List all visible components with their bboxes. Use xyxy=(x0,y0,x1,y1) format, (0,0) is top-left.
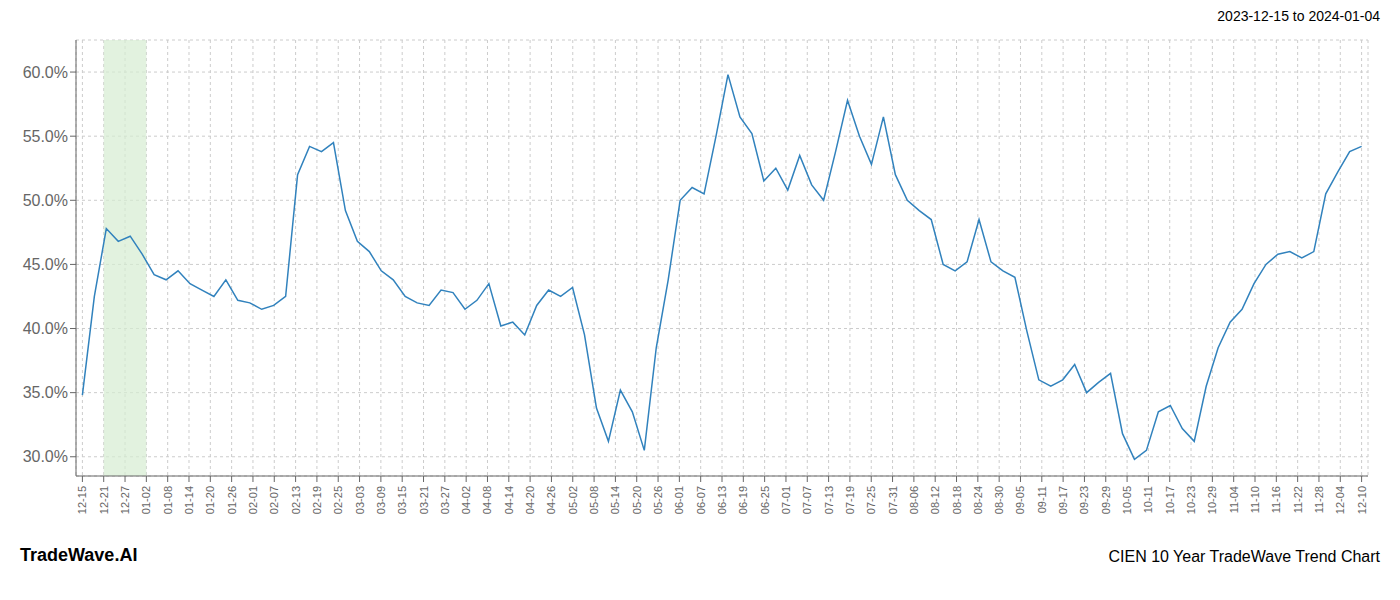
svg-text:35.0%: 35.0% xyxy=(23,384,68,401)
svg-text:04-08: 04-08 xyxy=(481,486,493,514)
svg-text:12-10: 12-10 xyxy=(1356,486,1368,514)
svg-text:05-08: 05-08 xyxy=(588,486,600,514)
svg-text:08-24: 08-24 xyxy=(972,486,984,514)
svg-text:08-12: 08-12 xyxy=(929,486,941,514)
svg-text:06-19: 06-19 xyxy=(737,486,749,514)
svg-text:09-29: 09-29 xyxy=(1100,486,1112,514)
svg-text:08-06: 08-06 xyxy=(908,486,920,514)
svg-text:07-31: 07-31 xyxy=(887,486,899,514)
svg-text:02-13: 02-13 xyxy=(290,486,302,514)
svg-text:04-02: 04-02 xyxy=(460,486,472,514)
svg-text:07-19: 07-19 xyxy=(844,486,856,514)
svg-text:07-13: 07-13 xyxy=(823,486,835,514)
svg-text:10-11: 10-11 xyxy=(1142,486,1154,513)
svg-text:11-16: 11-16 xyxy=(1270,486,1282,513)
svg-text:05-26: 05-26 xyxy=(652,486,664,514)
svg-text:01-26: 01-26 xyxy=(226,486,238,514)
svg-text:06-13: 06-13 xyxy=(716,486,728,514)
html-text:2023-12-15 to 2024-01-04: 2023-12-15 to 2024-01-04 xyxy=(1217,8,1380,24)
svg-text:03-15: 03-15 xyxy=(396,486,408,514)
svg-text:10-05: 10-05 xyxy=(1121,486,1133,514)
svg-text:07-01: 07-01 xyxy=(780,486,792,514)
svg-text:03-03: 03-03 xyxy=(354,486,366,514)
svg-text:02-01: 02-01 xyxy=(247,486,259,514)
svg-text:05-02: 05-02 xyxy=(567,486,579,514)
svg-text:30.0%: 30.0% xyxy=(23,448,68,465)
svg-text:09-11: 09-11 xyxy=(1036,486,1048,513)
svg-text:08-18: 08-18 xyxy=(951,486,963,514)
svg-text:12-27: 12-27 xyxy=(119,486,131,514)
svg-text:02-25: 02-25 xyxy=(332,486,344,514)
svg-text:04-20: 04-20 xyxy=(524,486,536,514)
svg-text:05-14: 05-14 xyxy=(609,486,621,514)
svg-text:01-14: 01-14 xyxy=(183,486,195,514)
svg-text:11-04: 11-04 xyxy=(1228,486,1240,513)
svg-text:01-02: 01-02 xyxy=(140,486,152,514)
svg-text:10-23: 10-23 xyxy=(1185,486,1197,514)
svg-text:12-04: 12-04 xyxy=(1334,486,1346,514)
svg-text:02-07: 02-07 xyxy=(268,486,280,514)
svg-text:11-28: 11-28 xyxy=(1313,486,1325,513)
svg-text:11-10: 11-10 xyxy=(1249,486,1261,513)
svg-text:10-29: 10-29 xyxy=(1206,486,1218,514)
svg-text:09-17: 09-17 xyxy=(1057,486,1069,514)
svg-text:01-08: 01-08 xyxy=(162,486,174,514)
svg-text:06-07: 06-07 xyxy=(695,486,707,514)
svg-text:07-25: 07-25 xyxy=(865,486,877,514)
html-text:TradeWave.AI: TradeWave.AI xyxy=(20,545,138,565)
svg-text:10-17: 10-17 xyxy=(1164,486,1176,514)
svg-text:45.0%: 45.0% xyxy=(23,256,68,273)
svg-text:07-07: 07-07 xyxy=(801,486,813,514)
svg-text:08-30: 08-30 xyxy=(993,486,1005,514)
svg-text:03-27: 03-27 xyxy=(439,486,451,514)
svg-text:04-14: 04-14 xyxy=(503,486,515,514)
svg-text:09-05: 09-05 xyxy=(1014,486,1026,514)
svg-text:12-21: 12-21 xyxy=(98,486,110,514)
svg-text:55.0%: 55.0% xyxy=(23,128,68,145)
svg-text:06-25: 06-25 xyxy=(759,486,771,514)
svg-text:06-01: 06-01 xyxy=(673,486,685,514)
svg-text:03-09: 03-09 xyxy=(375,486,387,514)
svg-text:50.0%: 50.0% xyxy=(23,192,68,209)
svg-text:03-21: 03-21 xyxy=(418,486,430,514)
svg-text:01-20: 01-20 xyxy=(204,486,216,514)
svg-text:09-23: 09-23 xyxy=(1078,486,1090,514)
svg-text:04-26: 04-26 xyxy=(545,486,557,514)
svg-text:60.0%: 60.0% xyxy=(23,64,68,81)
svg-text:40.0%: 40.0% xyxy=(23,320,68,337)
html-text:CIEN 10 Year TradeWave Trend C: CIEN 10 Year TradeWave Trend Chart xyxy=(1108,548,1380,565)
svg-text:05-20: 05-20 xyxy=(631,486,643,514)
svg-text:11-22: 11-22 xyxy=(1292,486,1304,513)
svg-text:12-15: 12-15 xyxy=(76,486,88,514)
svg-text:02-19: 02-19 xyxy=(311,486,323,514)
